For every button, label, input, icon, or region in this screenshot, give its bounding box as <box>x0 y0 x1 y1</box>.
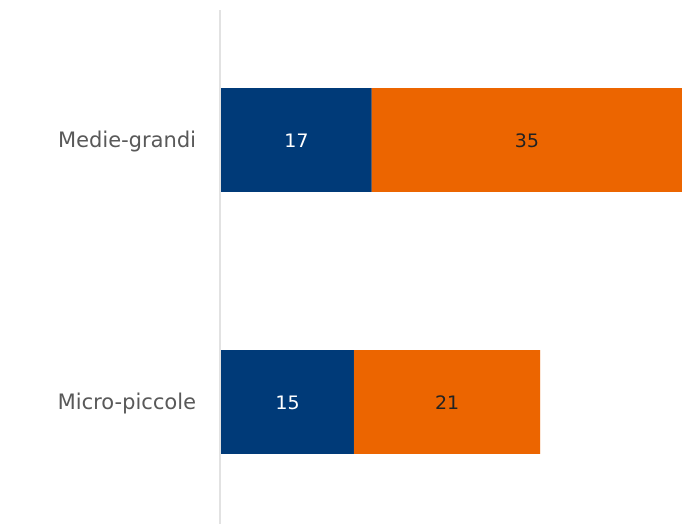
data-label: 15 <box>275 392 299 414</box>
bars-layer <box>221 88 682 454</box>
labels-layer: Medie-grandi 17 35 Micro-piccole 15 21 <box>58 128 539 414</box>
data-label: 21 <box>435 392 459 414</box>
category-label: Micro-piccole <box>58 390 196 414</box>
bar-segment <box>221 88 372 192</box>
data-label: 35 <box>515 130 539 152</box>
bar-segment <box>221 350 354 454</box>
data-label: 17 <box>284 130 308 152</box>
bar-segment <box>371 88 682 192</box>
category-label: Medie-grandi <box>58 128 196 152</box>
bar-segment <box>353 350 541 454</box>
